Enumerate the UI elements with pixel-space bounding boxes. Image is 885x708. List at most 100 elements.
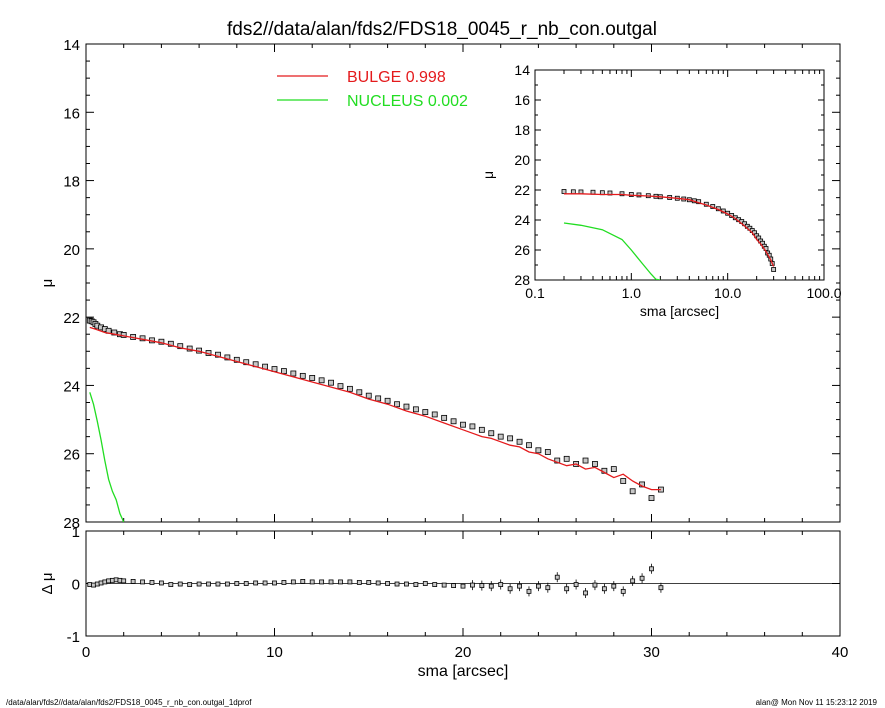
data-point (365, 392, 372, 399)
data-point (648, 495, 655, 502)
data-point (337, 383, 344, 390)
residual-point (262, 580, 268, 586)
x-tick-label: 10 (266, 644, 283, 661)
data-point (431, 411, 438, 418)
x-tick-label: 0 (82, 644, 90, 661)
residual-point (215, 581, 221, 587)
y-tick-label: 16 (63, 105, 80, 122)
residual-point (385, 581, 391, 586)
residual-point (479, 583, 485, 588)
data-point (582, 457, 589, 464)
data-point (488, 430, 495, 437)
residual-point (488, 583, 494, 589)
residual-point (432, 582, 438, 587)
data-point (375, 395, 382, 402)
data-point (516, 438, 523, 445)
data-point (554, 457, 561, 464)
inset-x-tick-label: 1.0 (622, 285, 642, 301)
inset-x-tick-label: 0.1 (525, 285, 545, 301)
residual-point (375, 580, 381, 586)
main-profile-plot: 14 16 18 20 22 24 26 28 μ BULGE 0.998 NUCLEUS 0.00… (39, 37, 841, 532)
data-point (281, 368, 287, 374)
y-axis-label: μ (39, 279, 56, 288)
residual-point (300, 579, 306, 584)
residual-point (507, 586, 513, 592)
data-point (592, 461, 598, 467)
data-point (356, 389, 363, 396)
data-point (215, 351, 221, 358)
data-point (224, 354, 231, 361)
residual-point (413, 582, 419, 587)
data-point (177, 343, 184, 350)
y-tick-label: 18 (63, 174, 80, 191)
residual-point (620, 588, 626, 594)
data-point (309, 375, 316, 381)
residual-point (441, 582, 447, 588)
legend-label: BULGE 0.998 (347, 69, 446, 86)
residual-point (366, 580, 372, 585)
inset-y-tick-label: 16 (514, 92, 530, 108)
residual-point (140, 579, 145, 585)
residual-point (338, 579, 343, 585)
data-point (629, 488, 636, 495)
data-point (290, 370, 297, 377)
series-line-bulge (89, 326, 661, 491)
residual-point (583, 590, 588, 596)
data-point (460, 421, 466, 428)
residual-y-tick-label: 0 (72, 577, 80, 594)
residual-point (121, 578, 127, 584)
inset-y-tick-label: 14 (514, 62, 530, 78)
inset-series-group (561, 189, 777, 280)
x-tick-label: 30 (643, 644, 660, 661)
residual-point (545, 585, 551, 591)
residual-point (206, 581, 211, 587)
data-point (469, 423, 476, 430)
residual-point (319, 579, 325, 585)
residual-point (253, 580, 259, 586)
data-point (384, 397, 391, 404)
data-point (620, 478, 627, 484)
residual-point (243, 581, 249, 586)
residual-point (356, 580, 362, 585)
data-point (478, 426, 485, 433)
inset-x-tick-label: 10.0 (714, 285, 741, 301)
residual-point (451, 583, 456, 588)
residual-point (177, 581, 183, 587)
inset-y-tick-label: 24 (514, 212, 530, 228)
residual-point (460, 583, 466, 589)
residual-point (347, 579, 353, 585)
data-point (412, 406, 419, 413)
data-point (422, 409, 429, 415)
data-point (450, 418, 457, 425)
residual-point (187, 582, 193, 587)
data-point (619, 191, 625, 197)
y-tick-label: 26 (63, 447, 80, 464)
data-point (111, 329, 118, 336)
residual-point (422, 581, 428, 586)
y-tick-label: 20 (63, 242, 80, 259)
footer-timestamp: alan@ Mon Nov 11 15:23:12 2019 (756, 698, 878, 707)
residual-point (630, 578, 636, 584)
residual-point (470, 582, 475, 588)
data-point (233, 356, 240, 363)
residual-y-tick-label: -1 (67, 629, 80, 646)
residual-y-tick-label: 1 (72, 524, 80, 541)
residual-point (224, 581, 230, 587)
residual-point (498, 582, 504, 587)
residual-point (130, 579, 136, 584)
inset-y-axis-label: μ (480, 171, 496, 179)
data-point (299, 372, 306, 379)
series-line-nucleus (89, 392, 125, 522)
data-point (526, 442, 532, 449)
y-tick-label: 14 (63, 37, 80, 54)
data-point (403, 403, 410, 410)
residual-point (394, 581, 400, 587)
residual-point (149, 580, 155, 585)
data-point (563, 455, 570, 462)
residual-point (517, 583, 522, 589)
y-tick-label: 24 (63, 378, 80, 395)
residual-point (168, 582, 174, 587)
residual-point (281, 580, 287, 585)
